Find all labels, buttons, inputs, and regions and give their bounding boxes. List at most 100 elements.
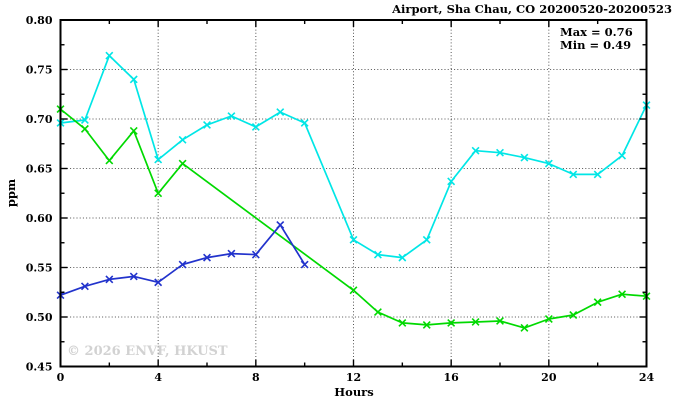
x-tick-label: 4 <box>154 371 162 384</box>
marker-stroke <box>154 189 163 198</box>
marker-stroke <box>129 126 138 135</box>
marker-stroke <box>178 135 187 144</box>
marker-stroke <box>251 250 260 259</box>
data-point-marker <box>496 148 504 157</box>
marker-stroke <box>544 315 553 323</box>
data-point-marker <box>227 249 236 258</box>
data-point-marker <box>544 315 553 323</box>
data-point-marker <box>422 235 431 244</box>
tick-label-layer: 0 4 8 12 16 20 24 0.45 0.50 0.55 0.60 0.65 0.70 0.75 0… <box>26 14 655 384</box>
data-point-marker <box>569 170 578 179</box>
marker-stroke <box>300 260 309 269</box>
marker-stroke <box>373 308 382 317</box>
marker-stroke <box>569 170 578 179</box>
x-tick-label: 20 <box>541 371 557 384</box>
data-point-marker <box>227 112 236 120</box>
watermark: © 2026 ENVF, HKUST <box>67 344 228 359</box>
y-tick-label: 0.60 <box>26 212 53 225</box>
marker-stroke <box>520 153 529 162</box>
marker-stroke <box>373 250 382 259</box>
marker-stroke <box>569 311 578 319</box>
data-point-marker <box>422 320 431 329</box>
data-point-marker <box>105 275 114 284</box>
marker-stroke <box>471 146 480 155</box>
marker-stroke <box>496 316 504 325</box>
series-layer <box>56 51 651 332</box>
series-blue-line <box>60 224 306 296</box>
data-point-marker <box>178 159 187 168</box>
marker-stroke <box>593 170 602 179</box>
data-point-marker <box>520 153 529 162</box>
marker-stroke <box>398 253 407 262</box>
x-tick-label: 12 <box>346 371 361 384</box>
data-point-marker <box>300 118 309 127</box>
data-point-marker <box>105 156 114 165</box>
marker-stroke <box>618 290 627 299</box>
marker-stroke <box>178 260 187 269</box>
marker-stroke <box>203 120 211 129</box>
marker-stroke <box>496 148 504 157</box>
marker-stroke <box>129 75 138 84</box>
x-tick-label: 0 <box>57 371 65 384</box>
data-point-marker <box>471 317 480 326</box>
data-point-marker <box>373 308 382 317</box>
marker-stroke <box>105 51 114 60</box>
data-point-marker <box>300 260 309 269</box>
data-point-marker <box>618 290 627 299</box>
data-point-marker <box>520 323 529 332</box>
marker-stroke <box>593 298 602 307</box>
data-point-marker <box>80 124 89 133</box>
marker-stroke <box>80 124 89 133</box>
marker-stroke <box>105 156 114 165</box>
marker-stroke <box>349 286 358 295</box>
marker-stroke <box>422 235 431 244</box>
marker-stroke <box>80 282 89 291</box>
y-axis-label: ppm <box>4 179 18 207</box>
marker-stroke <box>349 235 358 244</box>
data-point-marker <box>544 159 553 168</box>
data-point-marker <box>251 250 260 259</box>
data-point-marker <box>398 253 407 262</box>
legend-max-value: Max = 0.76 <box>560 25 633 39</box>
y-tick-label: 0.50 <box>26 311 53 324</box>
data-point-marker <box>105 51 114 60</box>
data-point-marker <box>251 122 260 131</box>
marker-stroke <box>251 122 260 131</box>
y-tick-label: 0.55 <box>26 262 53 275</box>
marker-stroke <box>80 116 89 124</box>
data-point-marker <box>447 177 456 186</box>
x-axis-label: Hours <box>334 385 373 399</box>
series-cyan <box>56 51 651 262</box>
data-point-marker <box>349 286 358 295</box>
chart-title: Airport, Sha Chau, CO 20200520-20200523 <box>391 2 672 16</box>
marker-stroke <box>227 112 236 120</box>
data-point-marker <box>276 108 285 117</box>
marker-stroke <box>618 151 627 160</box>
marker-stroke <box>129 272 138 281</box>
marker-stroke <box>471 317 480 326</box>
data-point-marker <box>349 235 358 244</box>
data-point-marker <box>471 146 480 155</box>
y-tick-label: 0.65 <box>26 163 53 176</box>
data-point-marker <box>154 278 163 287</box>
series-blue <box>56 220 309 300</box>
data-point-marker <box>129 272 138 281</box>
marker-stroke <box>300 118 309 127</box>
data-point-marker <box>203 253 211 262</box>
data-point-marker <box>80 116 89 124</box>
marker-stroke <box>276 108 285 117</box>
marker-stroke <box>544 159 553 168</box>
y-tick-label: 0.70 <box>26 113 53 126</box>
y-tick-label: 0.80 <box>26 14 53 27</box>
data-point-marker <box>129 75 138 84</box>
y-tick-label: 0.75 <box>26 64 53 77</box>
marker-stroke <box>203 253 211 262</box>
y-tick-label: 0.45 <box>26 361 53 374</box>
marker-stroke <box>105 275 114 284</box>
legend-min-value: Min = 0.49 <box>560 38 631 52</box>
data-point-marker <box>593 298 602 307</box>
data-point-marker <box>618 151 627 160</box>
data-point-marker <box>569 311 578 319</box>
